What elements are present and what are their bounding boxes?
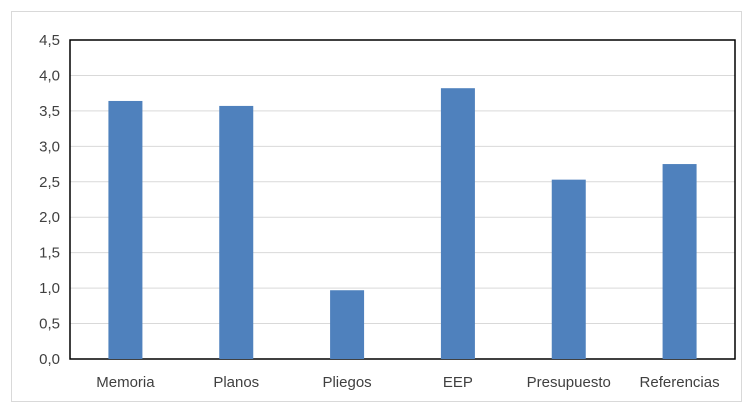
y-tick-label: 0,0 xyxy=(39,351,60,368)
bar-pliegos xyxy=(330,290,365,359)
bar-referencias xyxy=(662,164,697,359)
x-tick-label-memoria: Memoria xyxy=(96,374,155,391)
bar-memoria xyxy=(108,100,143,359)
y-tick-label: 2,0 xyxy=(39,209,60,226)
y-tick-label: 2,5 xyxy=(39,174,60,191)
bar-presupuesto xyxy=(551,179,586,359)
x-tick-label-eep: EEP xyxy=(443,374,473,391)
x-tick-label-referencias: Referencias xyxy=(640,374,720,391)
y-axis-tick-labels: 0,0 0,5 1,0 1,5 2,0 2,5 3,0 3,5 4,0 4,5 xyxy=(39,32,60,368)
y-tick-label: 1,5 xyxy=(39,245,60,262)
y-tick-label: 1,0 xyxy=(39,280,60,297)
y-tick-label: 3,0 xyxy=(39,138,60,155)
bars xyxy=(108,88,697,360)
y-tick-label: 4,5 xyxy=(39,32,60,49)
bar-eep xyxy=(440,88,475,360)
bar-planos xyxy=(219,105,254,359)
y-tick-label: 0,5 xyxy=(39,316,60,333)
x-tick-label-planos: Planos xyxy=(213,374,259,391)
y-tick-label: 3,5 xyxy=(39,103,60,120)
gridlines xyxy=(70,74,735,325)
plot-area-border xyxy=(69,39,736,360)
x-tick-label-pliegos: Pliegos xyxy=(322,374,371,391)
y-tick-label: 4,0 xyxy=(39,67,60,84)
x-tick-label-presupuesto: Presupuesto xyxy=(527,374,611,391)
x-axis-tick-labels: Memoria Planos Pliegos EEP Presupuesto Refere… xyxy=(96,374,719,391)
